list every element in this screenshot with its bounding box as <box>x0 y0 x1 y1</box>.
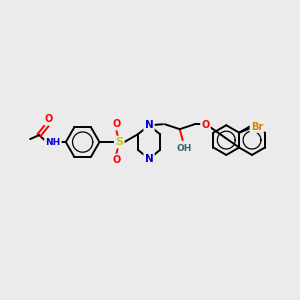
Text: NH: NH <box>45 138 61 147</box>
Text: S: S <box>115 137 123 147</box>
Text: O: O <box>112 119 120 129</box>
Text: OH: OH <box>177 143 192 152</box>
Text: N: N <box>145 120 153 130</box>
Text: N: N <box>145 154 153 164</box>
Text: O: O <box>112 155 120 165</box>
Text: O: O <box>201 120 210 130</box>
Text: Br: Br <box>251 122 263 132</box>
Text: O: O <box>45 114 53 124</box>
